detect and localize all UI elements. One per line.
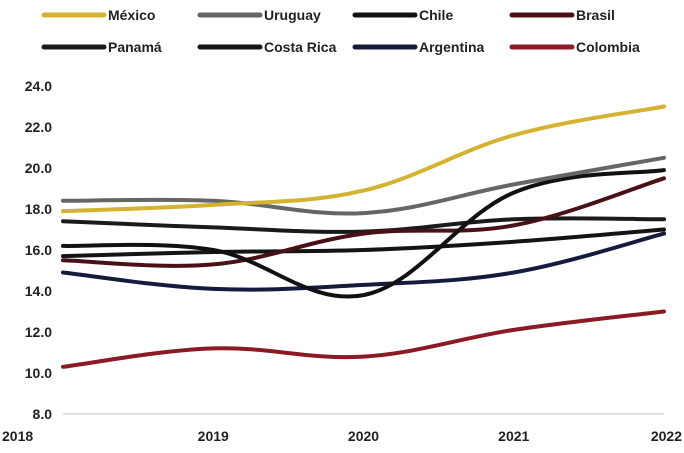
legend-label: Panamá bbox=[108, 39, 162, 55]
x-tick-label: 2019 bbox=[198, 428, 229, 444]
series-line-panama bbox=[61, 216, 666, 234]
series-line-argentina bbox=[61, 231, 666, 292]
legend-item-panama: Panamá bbox=[41, 39, 162, 55]
y-tick-label: 20.0 bbox=[25, 160, 52, 176]
y-tick-label: 18.0 bbox=[25, 201, 52, 217]
series-layer bbox=[61, 104, 666, 369]
legend-label: Chile bbox=[419, 7, 453, 23]
legend-item-mexico: México bbox=[41, 7, 155, 23]
x-axis: 2018 2019 2020 2021 2022 bbox=[2, 413, 682, 444]
legend: México Uruguay Chile Brasil Panamá Costa Rica… bbox=[41, 7, 640, 55]
legend-label: México bbox=[108, 7, 155, 23]
series-line-mexico bbox=[61, 104, 666, 214]
legend-label: Argentina bbox=[419, 39, 485, 55]
y-axis: 8.0 10.0 12.0 14.0 16.0 18.0 20.0 22.0 24.0 bbox=[25, 78, 52, 422]
legend-item-argentina: Argentina bbox=[352, 39, 485, 55]
y-tick-label: 12.0 bbox=[25, 324, 52, 340]
series-line-chile bbox=[61, 168, 666, 299]
legend-label: Costa Rica bbox=[264, 39, 337, 55]
series-line-costa-rica bbox=[61, 227, 666, 259]
y-tick-label: 14.0 bbox=[25, 283, 52, 299]
series-line-brasil bbox=[61, 176, 666, 268]
legend-item-colombia: Colombia bbox=[509, 39, 640, 55]
legend-item-brasil: Brasil bbox=[509, 7, 615, 23]
legend-label: Uruguay bbox=[264, 7, 321, 23]
series-line-uruguay bbox=[61, 155, 666, 216]
x-tick-label: 2018 bbox=[2, 428, 33, 444]
x-tick-label: 2022 bbox=[651, 428, 682, 444]
legend-item-chile: Chile bbox=[352, 7, 453, 23]
legend-label: Colombia bbox=[576, 39, 640, 55]
legend-label: Brasil bbox=[576, 7, 615, 23]
legend-item-uruguay: Uruguay bbox=[197, 7, 321, 23]
legend-item-costa-rica: Costa Rica bbox=[197, 39, 337, 55]
y-tick-label: 10.0 bbox=[25, 365, 52, 381]
y-tick-label: 22.0 bbox=[25, 119, 52, 135]
x-tick-label: 2021 bbox=[498, 428, 529, 444]
series-line-colombia bbox=[61, 309, 666, 369]
x-tick-label: 2020 bbox=[348, 428, 379, 444]
y-tick-label: 24.0 bbox=[25, 78, 52, 94]
y-tick-label: 16.0 bbox=[25, 242, 52, 258]
y-tick-label: 8.0 bbox=[33, 406, 53, 422]
